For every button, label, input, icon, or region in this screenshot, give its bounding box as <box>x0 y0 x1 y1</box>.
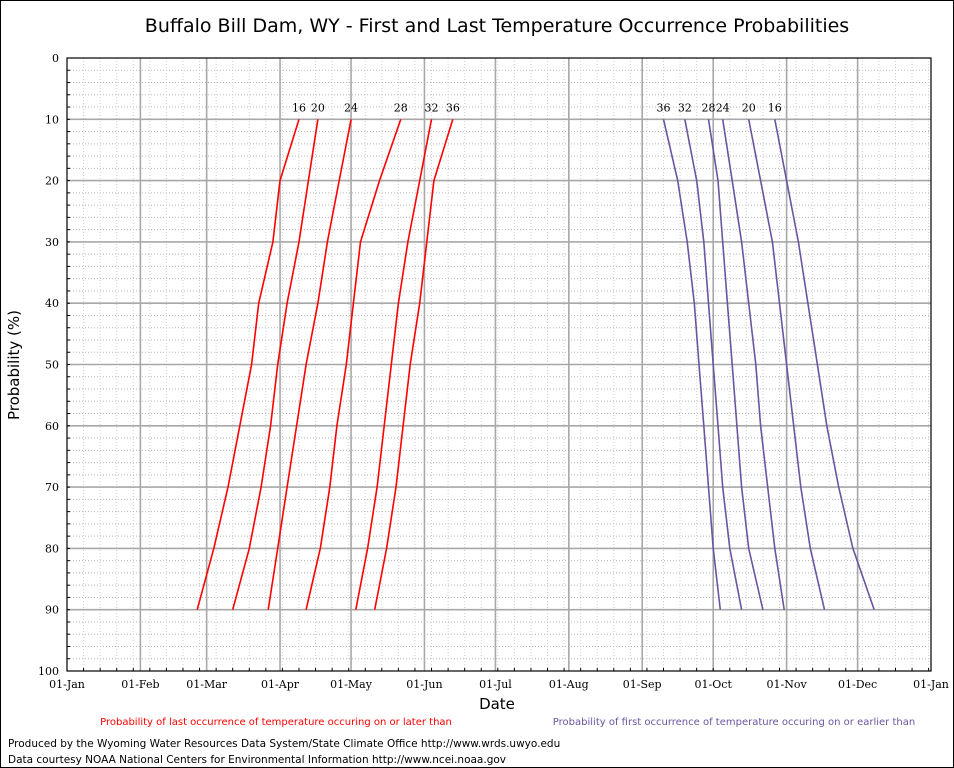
credit-producer: Produced by the Wyoming Water Resources … <box>8 738 561 750</box>
x-tick-label: 01-Feb <box>121 678 159 691</box>
x-axis-label: Date <box>479 695 515 713</box>
first-occurrence-label-24: 24 <box>716 101 730 114</box>
first-occurrence-label-16: 16 <box>768 101 782 114</box>
y-tick-label: 0 <box>52 52 59 65</box>
x-tick-label: 01-May <box>330 678 373 691</box>
x-tick-label: 01-Oct <box>695 678 733 691</box>
last-occurrence-label-20: 20 <box>311 101 325 114</box>
y-tick-label: 90 <box>45 604 59 617</box>
last-occurrence-line-32 <box>355 119 433 610</box>
x-tick-label: 01-Jul <box>479 678 512 691</box>
last-occurrence-label-32: 32 <box>425 101 439 114</box>
last-occurrence-label-24: 24 <box>344 101 358 114</box>
y-tick-label: 60 <box>45 420 59 433</box>
x-tick-label: 01-Jan <box>49 678 85 691</box>
last-occurrence-line-16 <box>196 119 300 610</box>
y-tick-label: 40 <box>45 297 59 310</box>
chart-title: Buffalo Bill Dam, WY - First and Last Te… <box>145 15 849 37</box>
y-tick-label: 20 <box>45 175 59 188</box>
last-occurrence-label-16: 16 <box>292 101 306 114</box>
first-occurrence-label-36: 36 <box>657 101 671 114</box>
plot-border <box>66 57 932 672</box>
y-tick-label: 50 <box>45 359 59 372</box>
curve-labels: 16 20 24 28 32 36 36 32 28 24 20 16 <box>292 101 782 114</box>
first-occurrence-label-20: 20 <box>742 101 756 114</box>
first-occurrence-line-28 <box>707 119 764 610</box>
x-tick-label: 01-Mar <box>186 678 228 691</box>
last-occurrence-line-36 <box>373 119 454 610</box>
last-occurrence-line-24 <box>267 119 352 610</box>
y-axis-label: Probability (%) <box>5 310 23 420</box>
y-tick-label: 70 <box>45 481 59 494</box>
x-tick-label: 01-Nov <box>767 678 808 691</box>
first-occurrence-line-24 <box>721 119 785 610</box>
first-occurrence-line-20 <box>747 119 826 610</box>
x-tick-label: 01-Apr <box>261 678 300 691</box>
first-occurrence-line-16 <box>774 119 875 610</box>
last-occurrence-line-28 <box>305 119 402 610</box>
x-tick-label: 01-Dec <box>838 678 877 691</box>
y-tick-label: 100 <box>38 665 59 678</box>
x-tick-label: 01-Sep <box>623 678 662 691</box>
first-occurrence-line-32 <box>684 119 743 610</box>
first-occurrence-line-36 <box>662 119 722 610</box>
legend-first-occurrence: Probability of first occurrence of tempe… <box>553 717 915 728</box>
series-layer <box>196 119 875 610</box>
y-tick-label: 10 <box>45 113 59 126</box>
grid <box>67 58 931 671</box>
y-tick-label: 30 <box>45 236 59 249</box>
first-occurrence-label-28: 28 <box>701 101 715 114</box>
legend-last-occurrence: Probability of last occurrence of temper… <box>100 717 452 728</box>
x-tick-label: 01-Jun <box>406 678 442 691</box>
last-occurrence-line-20 <box>231 119 319 610</box>
y-tick-label: 80 <box>45 542 59 555</box>
x-tick-label: 01-Jan <box>913 678 949 691</box>
first-occurrence-label-32: 32 <box>678 101 692 114</box>
x-tick-label: 01-Aug <box>549 678 589 691</box>
last-occurrence-label-36: 36 <box>446 101 460 114</box>
credit-data-source: Data courtesy NOAA National Centers for … <box>8 754 507 766</box>
last-occurrence-label-28: 28 <box>394 101 408 114</box>
